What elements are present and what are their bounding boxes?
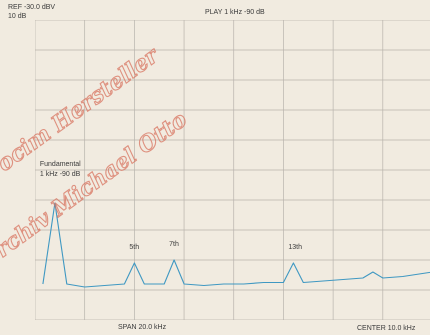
annotation-harmonic-label: 7th [169, 241, 179, 248]
annotations: Fundamental 1 kHz -90 dB 5th 7th 13th [40, 161, 302, 251]
spectrum-trace [42, 202, 430, 288]
chart-title: PLAY 1 kHz -90 dB [205, 9, 265, 16]
scale-label: 10 dB [8, 13, 27, 20]
annotation-fundamental-label: Fundamental [40, 161, 81, 168]
reference-level-label: REF -30.0 dBV [8, 4, 56, 11]
spectrum-plot: Fundamental 1 kHz -90 dB 5th 7th 13th [35, 20, 430, 320]
annotation-harmonic-label: 5th [129, 244, 139, 251]
center-frequency-label: CENTER 10.0 kHz [357, 325, 416, 332]
grid [35, 20, 430, 320]
annotation-fundamental-value: 1 kHz -90 dB [40, 171, 81, 178]
annotation-harmonic-label: 13th [288, 244, 302, 251]
span-label: SPAN 20.0 kHz [118, 324, 167, 331]
trace-group [42, 202, 430, 288]
